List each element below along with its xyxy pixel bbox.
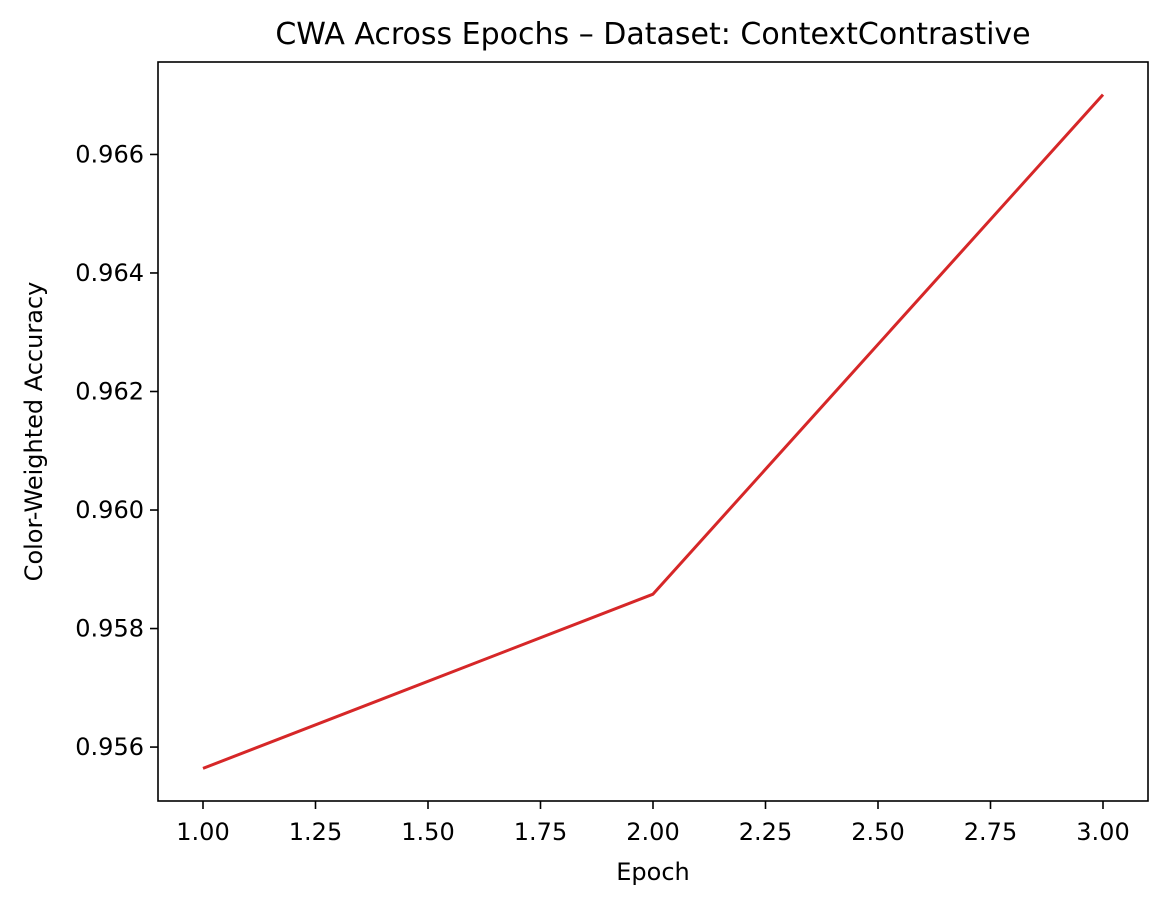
plot-frame <box>157 61 1149 802</box>
x-tick-label: 2.75 <box>964 818 1017 846</box>
x-axis-ticks: 1.00 1.25 1.50 1.75 2.00 2.25 2.50 2.75 3.00 <box>176 801 1130 846</box>
chart-title: CWA Across Epochs – Dataset: ContextCont… <box>275 17 1030 52</box>
series-line <box>202 93 1105 770</box>
y-axis-ticks: 0.956 0.958 0.960 0.962 0.964 0.966 <box>75 140 158 761</box>
x-tick-label: 2.25 <box>739 818 792 846</box>
y-axis-label: Color-Weighted Accuracy <box>20 282 48 582</box>
y-tick-label: 0.962 <box>75 377 144 405</box>
y-tick-label: 0.960 <box>75 496 144 524</box>
x-tick-label: 1.50 <box>401 818 454 846</box>
x-tick-label: 1.25 <box>289 818 342 846</box>
x-tick-label: 3.00 <box>1076 818 1129 846</box>
x-axis-label: Epoch <box>616 858 690 886</box>
x-tick-label: 2.00 <box>626 818 679 846</box>
x-tick-label: 1.75 <box>514 818 567 846</box>
x-tick-label: 2.50 <box>851 818 904 846</box>
series-layer <box>202 93 1105 770</box>
y-tick-label: 0.966 <box>75 140 144 168</box>
y-tick-label: 0.964 <box>75 259 144 287</box>
y-tick-label: 0.958 <box>75 615 144 643</box>
x-tick-label: 1.00 <box>176 818 229 846</box>
y-tick-label: 0.956 <box>75 733 144 761</box>
